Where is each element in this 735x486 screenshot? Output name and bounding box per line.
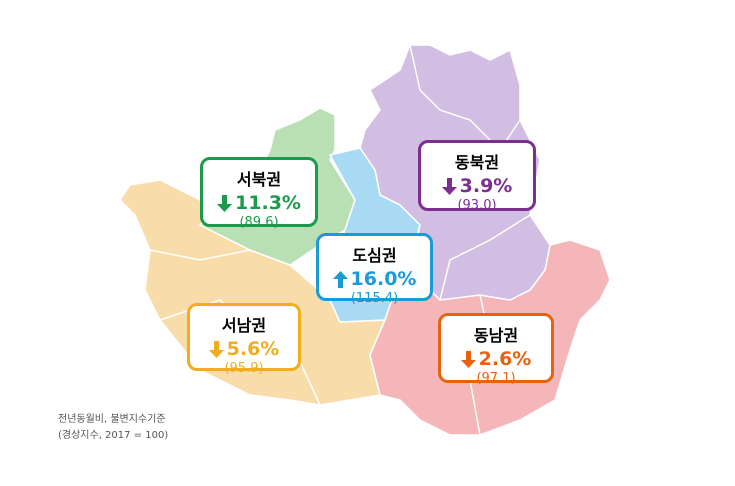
index: (93.0)	[457, 198, 497, 213]
arrow-down	[208, 340, 224, 358]
note-line: 전년동월비, 불변지수기준	[58, 414, 166, 425]
region-name: 서북권	[236, 170, 282, 189]
arrow-down	[441, 177, 457, 195]
note-line: (경상지수, 2017 = 100)	[58, 430, 169, 441]
index: (115.4)	[350, 291, 399, 306]
region-name: 동북권	[454, 153, 500, 172]
change-row: 3.9%	[421, 175, 533, 197]
region-box: 도심권 16.0% (115.4)	[316, 233, 433, 306]
index: (89.6)	[239, 215, 279, 230]
change-row: 16.0%	[319, 268, 430, 290]
index: (95.9)	[224, 361, 264, 376]
index: (97.1)	[476, 371, 516, 386]
change-row: 11.3%	[203, 192, 315, 214]
region-box: 동북권 3.9% (93.0)	[418, 140, 536, 213]
arrow	[460, 350, 476, 368]
change: 5.6%	[226, 338, 280, 360]
change-row: 5.6%	[190, 338, 298, 360]
change: 16.0%	[350, 268, 417, 290]
arrow	[217, 194, 233, 212]
change-row: 2.6%	[441, 348, 551, 370]
arrow-up	[332, 270, 348, 288]
region-box: 동남권 2.6% (97.1)	[438, 313, 554, 386]
region-box: 서북권 11.3% (89.6)	[200, 157, 318, 230]
arrow	[441, 177, 457, 195]
arrow	[332, 270, 348, 288]
change: 2.6%	[478, 348, 532, 370]
arrow-down	[217, 194, 233, 212]
region-name: 동남권	[473, 326, 519, 345]
arrow-down	[460, 350, 476, 368]
region-name: 도심권	[352, 246, 397, 265]
note: 전년동월비, 불변지수기준 (경상지수, 2017 = 100)	[58, 412, 168, 444]
change: 11.3%	[235, 192, 301, 214]
arrow	[208, 340, 224, 358]
region-name: 서남권	[221, 316, 267, 335]
region-box: 서남권 5.6% (95.9)	[187, 303, 301, 376]
change: 3.9%	[459, 175, 513, 197]
